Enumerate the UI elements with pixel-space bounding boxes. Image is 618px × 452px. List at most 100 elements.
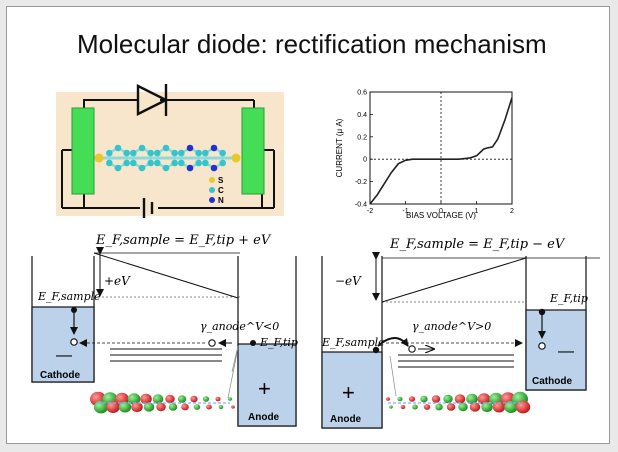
- atom: [162, 164, 170, 172]
- orbital-lobe: [215, 396, 221, 402]
- orbital-lobe: [458, 402, 468, 412]
- atom: [154, 149, 161, 157]
- diode-symbol-icon: [136, 84, 169, 116]
- right-equation: E_F,sample = E_F,tip − eV: [389, 237, 566, 252]
- orbital-lobe: [228, 397, 232, 401]
- right-cathode-electrode: [525, 309, 587, 391]
- orbital-lobe: [181, 403, 189, 411]
- orbital-lobe: [469, 402, 481, 412]
- orbital-lobe: [93, 400, 109, 414]
- legend-label-s: S: [218, 176, 224, 185]
- iv-x-tick-label: 2: [510, 208, 514, 215]
- orbital-lobe: [202, 396, 210, 402]
- left-equation: E_F,sample = E_F,tip + eV: [95, 233, 272, 248]
- right-anode-label: Anode: [330, 414, 362, 425]
- left-gamma-label: γ_anode^V<0: [200, 320, 279, 333]
- orbital-lobe: [431, 395, 441, 403]
- legend-label-n: N: [218, 196, 224, 205]
- orbital-lobe: [477, 393, 491, 405]
- left-anode-electrode: [237, 343, 297, 427]
- atom: [202, 159, 209, 167]
- orbital-lobe: [481, 401, 493, 413]
- atom: [162, 144, 170, 152]
- legend-label-c: C: [218, 186, 224, 195]
- orbital-lobe: [127, 393, 141, 405]
- molecule-model: [94, 144, 241, 172]
- right-ev-label: −eV: [335, 274, 362, 288]
- orbital-lobe: [492, 401, 506, 413]
- orbital-lobe: [206, 404, 212, 410]
- orbital-lobe: [435, 403, 443, 411]
- atom: [138, 144, 146, 152]
- atom: [147, 159, 154, 167]
- atom: [123, 159, 130, 167]
- orbital-lobe: [165, 394, 175, 404]
- orbital-lobe: [177, 395, 187, 403]
- atom: [231, 153, 241, 163]
- iv-x-tick-label: 1: [475, 208, 479, 215]
- left-energy-diagram: E_F,sample = E_F,tip + eV Cathode — E_F,…: [31, 233, 298, 427]
- electrode-right: [241, 107, 265, 195]
- left-anode-label: Anode: [248, 412, 280, 423]
- orbital-lobe: [118, 401, 132, 413]
- iv-y-tick-label: 0.2: [357, 134, 367, 141]
- iv-y-tick-label: 0: [363, 157, 367, 164]
- carbon-legend-dot: [209, 187, 215, 193]
- iv-curve: [369, 97, 513, 205]
- orbital-lobe: [423, 404, 431, 410]
- atom: [147, 149, 154, 157]
- orbital-lobe: [168, 403, 178, 411]
- orbital-lobe: [408, 396, 416, 402]
- atom: [210, 164, 218, 172]
- iv-y-tick-label: 0.4: [357, 112, 367, 119]
- right-ef-sample-label: E_F,sample: [321, 336, 385, 349]
- right-energy-diagram: E_F,sample = E_F,tip − eV + Anode E_F,sa…: [321, 237, 600, 429]
- atom: [171, 149, 178, 157]
- atom-legend: S C N: [209, 176, 224, 205]
- left-plus-sign: +: [258, 376, 271, 401]
- atom: [210, 144, 218, 152]
- iv-x-axis-label: BIAS VOLTAGE (V): [406, 211, 476, 220]
- orbital-lobe: [156, 402, 166, 412]
- orbital-lobe: [443, 394, 453, 404]
- electrode-left: [71, 107, 95, 195]
- atom: [219, 149, 226, 157]
- iv-chart: -2 -1 0 1 2 -0.4 -0.2 0 0.2 0.4 0.6 BIAS VOLTAGE (…: [335, 90, 514, 221]
- atom: [94, 153, 104, 163]
- left-ef-tip-label: E_F,tip: [259, 336, 298, 349]
- atom: [202, 149, 209, 157]
- right-orbital-visualization: [386, 391, 531, 414]
- right-gamma-label: γ_anode^V>0: [412, 320, 491, 333]
- orbital-lobe: [515, 400, 531, 414]
- atom: [114, 164, 122, 172]
- orbital-lobe: [131, 401, 143, 413]
- right-cathode-label: Cathode: [532, 376, 572, 387]
- right-plus-sign: +: [342, 380, 355, 405]
- right-minus-sign: —: [558, 343, 574, 360]
- atom: [130, 149, 137, 157]
- atom: [178, 159, 185, 167]
- orbital-lobe: [420, 395, 428, 403]
- left-ev-label: +eV: [104, 274, 131, 288]
- sulfur-legend-dot: [209, 177, 215, 183]
- left-cathode-label: Cathode: [40, 370, 80, 381]
- orbital-lobe: [389, 405, 393, 409]
- atom: [195, 159, 202, 167]
- atom: [123, 149, 130, 157]
- iv-x-tick-label: -2: [367, 208, 373, 215]
- atom: [195, 149, 202, 157]
- iv-y-tick-label: -0.4: [355, 202, 367, 209]
- atom: [154, 159, 161, 167]
- molecule-panel: S C N: [56, 84, 284, 218]
- left-minus-sign: —: [56, 347, 72, 364]
- left-orbital-visualization: [90, 391, 235, 414]
- atom: [219, 159, 226, 167]
- orbital-lobe: [106, 401, 120, 413]
- slide: Molecular diode: rectification mechanism: [6, 6, 610, 444]
- atom: [186, 164, 194, 172]
- iv-x-tick-label: 0: [439, 208, 443, 215]
- atom: [106, 159, 113, 167]
- orbital-lobe: [400, 404, 406, 410]
- atom: [106, 149, 113, 157]
